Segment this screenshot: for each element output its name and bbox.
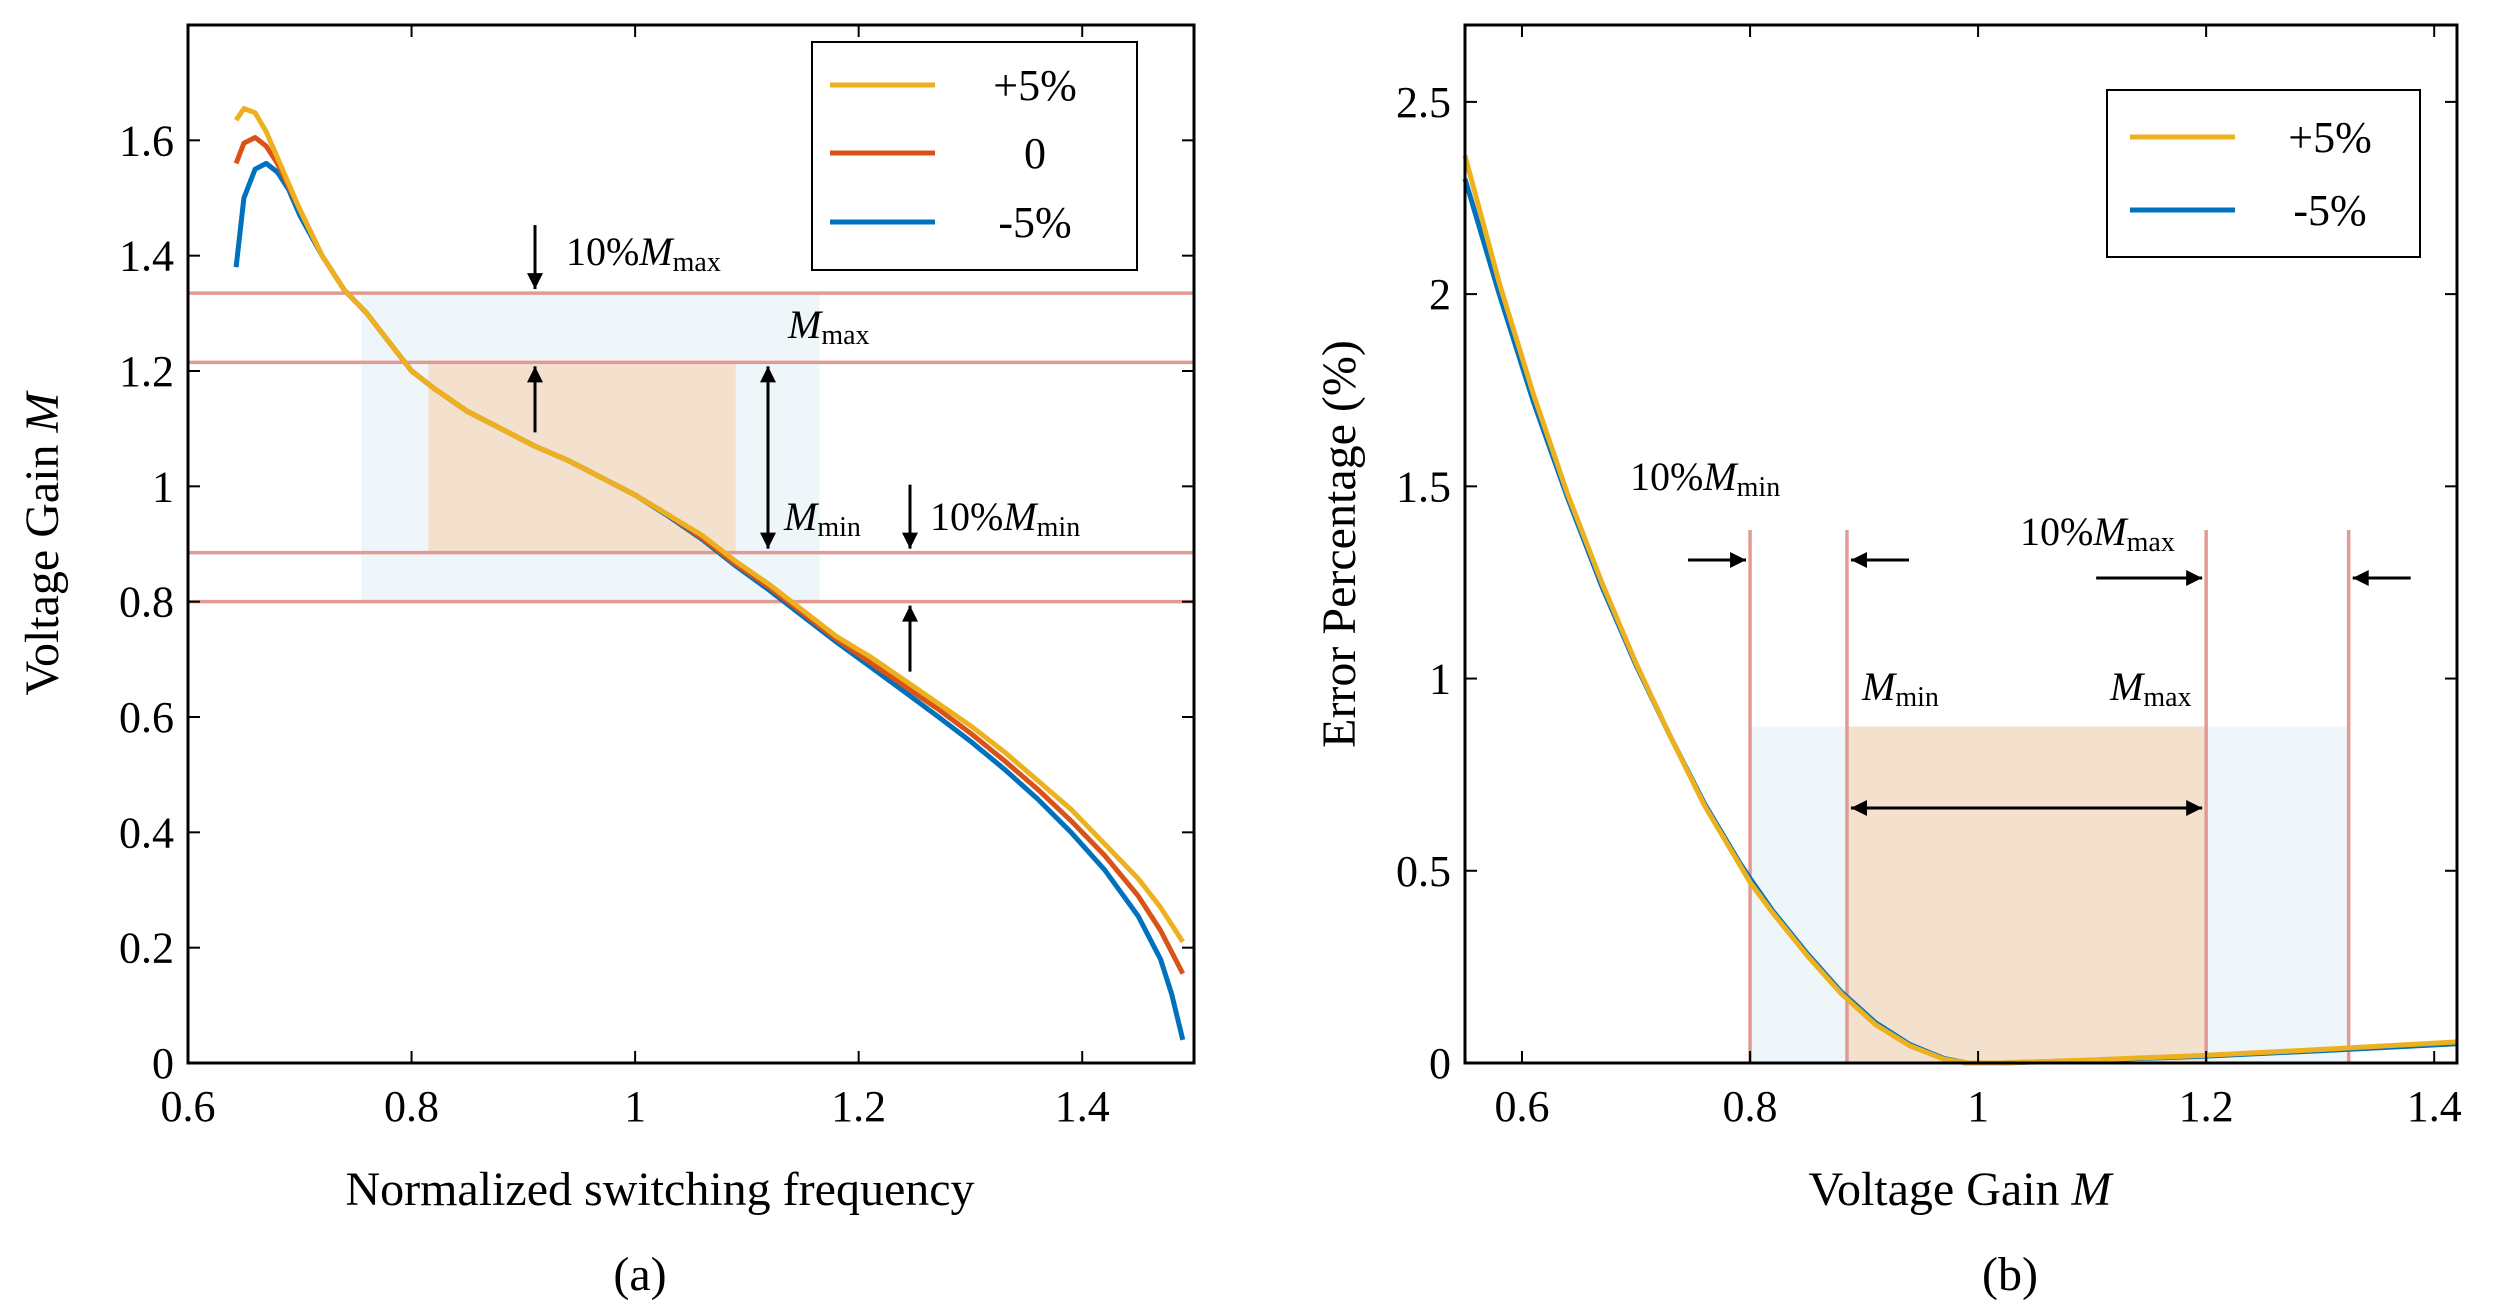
chart-b-frame bbox=[1463, 23, 2459, 1065]
chart-b-annotation-10pct-mmin: 10%Mmin bbox=[1630, 454, 1780, 503]
chart-b-legend: +5% -5% bbox=[2106, 89, 2421, 258]
chart-a-legend: +5% 0 -5% bbox=[811, 41, 1138, 271]
chart-b-ytick-label: 0 bbox=[1429, 1039, 1451, 1088]
chart-a-shade-range bbox=[428, 362, 736, 553]
chart-a-legend-label-zero: 0 bbox=[1024, 129, 1046, 178]
chart-a-ylabel: Voltage Gain M bbox=[16, 389, 69, 695]
chart-b-arrow-10pct-min-left bbox=[1850, 552, 1909, 568]
chart-a-xtick-label: 1.4 bbox=[1055, 1082, 1110, 1131]
chart-b-arrow-range bbox=[1850, 800, 2203, 816]
chart-a-panel-label: (a) bbox=[613, 1248, 666, 1301]
chart-a-ytick-label: 0.8 bbox=[119, 578, 174, 627]
chart-b-shade-range bbox=[1846, 726, 2207, 1063]
chart-a-arrow-10pct-max-down bbox=[527, 225, 543, 290]
chart-a-annotation-10pct-mmin: 10%Mmin bbox=[930, 494, 1080, 543]
chart-b-legend-label-minus5: -5% bbox=[2293, 186, 2366, 235]
chart-a-legend-box bbox=[811, 41, 1138, 271]
chart-b-annotation-10pct-mmax: 10%Mmax bbox=[2020, 509, 2175, 558]
chart-a-legend-label-minus5: -5% bbox=[998, 198, 1071, 247]
chart-b-ytick-label: 1 bbox=[1429, 655, 1451, 704]
chart-a: 0.6 0.8 1 1.2 1.4 0 0.2 0.4 0.6 0.8 1 1.2 1.4 1.6 10%… bbox=[16, 23, 1196, 1301]
chart-a-ytick-label: 0.4 bbox=[119, 808, 174, 857]
chart-a-ytick-label: 1.2 bbox=[119, 347, 174, 396]
chart-a-arrow-10pct-max-up bbox=[527, 366, 543, 433]
chart-a-frame bbox=[186, 23, 1196, 1065]
chart-b-ytick-label: 0.5 bbox=[1396, 847, 1451, 896]
chart-a-xlabel: Normalized switching frequency bbox=[345, 1163, 974, 1216]
chart-b-annotation-mmax: Mmax bbox=[2109, 664, 2192, 713]
chart-b-arrow-10pct-min-right bbox=[1688, 552, 1747, 568]
chart-a-arrow-10pct-min-down bbox=[902, 484, 918, 549]
chart-b-legend-box bbox=[2106, 89, 2421, 258]
chart-a-ytick-label: 0.6 bbox=[119, 693, 174, 742]
chart-b-arrow-10pct-max-right bbox=[2096, 570, 2203, 586]
chart-a-ytick-label: 0 bbox=[152, 1039, 174, 1088]
chart-b-arrows bbox=[1688, 552, 2411, 816]
chart-b-xtick-label: 1 bbox=[1967, 1082, 1989, 1131]
chart-b-series-line-0 bbox=[1462, 155, 2458, 1066]
chart-a-xtick-label: 1 bbox=[624, 1082, 646, 1131]
chart-a-arrows bbox=[527, 225, 918, 672]
chart-b-arrow-10pct-max-left bbox=[2352, 570, 2411, 586]
chart-b-ytick-label: 1.5 bbox=[1396, 462, 1451, 511]
chart-a-legend-label-plus5: +5% bbox=[993, 61, 1076, 110]
chart-b-ylabel: Error Percentage (%) bbox=[1313, 340, 1366, 748]
chart-b: 0.6 0.8 1 1.2 1.4 0 0.5 1 1.5 2 2.5 10%Mmin 10%Mma… bbox=[1313, 23, 2462, 1301]
chart-b-xtick-label: 0.6 bbox=[1495, 1082, 1550, 1131]
chart-a-xtick-label: 1.2 bbox=[831, 1082, 886, 1131]
chart-b-xtick-label: 1.4 bbox=[2407, 1082, 2462, 1131]
chart-a-arrow-10pct-min-up bbox=[902, 605, 918, 672]
chart-a-annotation-mmin: Mmin bbox=[783, 494, 861, 543]
chart-b-annotation-mmin: Mmin bbox=[1861, 664, 1939, 713]
chart-b-legend-label-plus5: +5% bbox=[2288, 113, 2371, 162]
chart-b-panel-label: (b) bbox=[1982, 1248, 2038, 1301]
chart-a-arrow-range bbox=[760, 366, 776, 549]
chart-a-ytick-label: 1.6 bbox=[119, 116, 174, 165]
chart-a-xtick-label: 0.6 bbox=[161, 1082, 216, 1131]
chart-b-xlabel: Voltage Gain M bbox=[1808, 1163, 2114, 1216]
chart-a-series-line-0 bbox=[234, 106, 1185, 944]
chart-a-annotation-10pct-mmax: 10%Mmax bbox=[566, 229, 721, 278]
chart-b-xtick-label: 0.8 bbox=[1723, 1082, 1778, 1131]
chart-b-xtick-label: 1.2 bbox=[2179, 1082, 2234, 1131]
chart-a-annotation-mmax: Mmax bbox=[787, 302, 870, 351]
chart-a-ytick-label: 1 bbox=[152, 462, 174, 511]
chart-b-ytick-label: 2 bbox=[1429, 270, 1451, 319]
chart-a-xtick-label: 0.8 bbox=[384, 1082, 439, 1131]
chart-a-ytick-label: 1.4 bbox=[119, 232, 174, 281]
chart-b-ytick-label: 2.5 bbox=[1396, 78, 1451, 127]
chart-a-ytick-label: 0.2 bbox=[119, 924, 174, 973]
